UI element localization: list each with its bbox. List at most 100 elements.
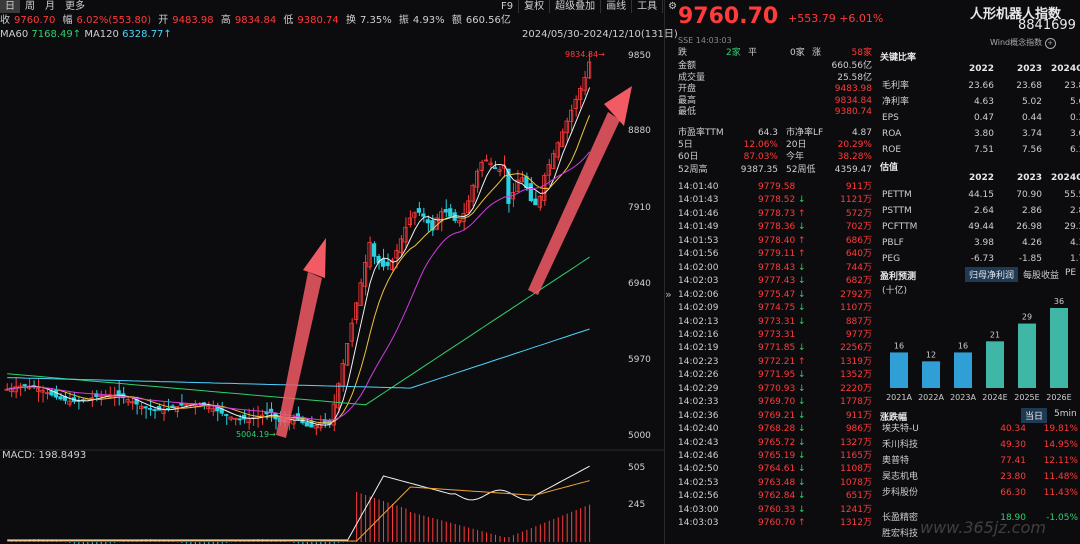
ma60-label: MA60: [0, 29, 29, 40]
stat-value: 9380.74: [834, 107, 872, 117]
row-value: 44.15: [968, 190, 994, 200]
candle-body: [466, 200, 471, 213]
up-count: 58家: [851, 48, 872, 58]
row-value: 5.67: [1069, 97, 1080, 107]
gainer-row[interactable]: 埃夫特-U 40.34 19.81%: [882, 422, 1080, 437]
tick-volume: 887万: [845, 316, 872, 327]
candle-body: [206, 406, 211, 410]
stock-pct: -1.05%: [1046, 513, 1078, 523]
tick-price: 9778.73: [758, 208, 796, 219]
table-header: 2022 2023 2024Q3: [882, 62, 1080, 77]
collapse-arrow-icon[interactable]: »: [665, 288, 672, 301]
tools-button[interactable]: 工具: [631, 0, 662, 13]
candle-body: [421, 213, 426, 217]
gainer-row[interactable]: 昊志机电 23.80 11.48%: [882, 470, 1080, 485]
tick-time: 14:01:40: [678, 182, 719, 192]
macd-axis-top: 505: [628, 463, 646, 473]
candle-body: [488, 162, 493, 166]
forecast-value-label: 12: [926, 350, 936, 359]
stat-row: 金额 660.56亿: [678, 61, 872, 72]
candle-body: [138, 405, 144, 410]
chart-toolbar: F9 复权 超级叠加 画线 工具 ⚙: [496, 0, 682, 13]
tick-price: 9773.31: [758, 329, 796, 340]
tick-volume: 1319万: [840, 356, 872, 367]
tick-arrow: ↓: [798, 410, 806, 421]
tick-volume: 1165万: [840, 451, 872, 461]
candle-body: [573, 98, 578, 109]
candle-body: [98, 395, 103, 397]
forecast-value-label: 29: [1022, 313, 1032, 322]
candle-body: [537, 195, 542, 208]
gainer-row[interactable]: 长盈精密 18.90 -1.05%: [882, 511, 1080, 526]
year-header: 2023: [1016, 173, 1042, 183]
overlay-button[interactable]: 超级叠加: [549, 0, 600, 13]
add-icon[interactable]: +: [1044, 38, 1056, 49]
tab-today[interactable]: 当日: [1021, 408, 1048, 423]
turnover-value: 7.35%: [359, 15, 392, 26]
row-value: 0.44: [1021, 113, 1042, 123]
tick-price: 9760.70: [758, 518, 796, 529]
candle-body: [13, 386, 18, 393]
gear-icon[interactable]: ⚙: [662, 0, 682, 13]
tick-time: 14:02:33: [678, 397, 719, 408]
stat-value: 25.58亿: [837, 72, 872, 83]
trend-arrow: [276, 272, 322, 438]
tick-price: 9764.61: [758, 464, 796, 475]
candle-body: [336, 383, 341, 409]
val-label: 5日: [678, 140, 693, 151]
table-header: 2022 2023 2024Q3: [882, 171, 1080, 186]
tab-eps[interactable]: 每股收益: [1023, 271, 1060, 281]
tab-week[interactable]: 周: [25, 1, 35, 12]
tick-arrow: ↓: [798, 383, 806, 394]
tick-volume: 686万: [845, 235, 872, 246]
candle-body: [416, 208, 421, 213]
tick-price: 9769.70: [758, 397, 796, 408]
candle-body: [448, 208, 453, 217]
tick-time: 14:01:46: [678, 208, 719, 219]
tab-month[interactable]: 月: [45, 1, 55, 12]
breadth-row: 跌 2家 平 0家 涨 58家: [678, 48, 872, 59]
tab-more[interactable]: 更多: [65, 1, 85, 12]
candle-body: [44, 392, 50, 395]
stock-pct: 11.43%: [1043, 488, 1078, 498]
row-value: 1.71: [1069, 254, 1080, 264]
tick-price: 9778.36: [758, 222, 796, 233]
kline-svg[interactable]: [0, 42, 664, 544]
low-label: 低: [283, 15, 294, 26]
candle-body: [273, 412, 278, 420]
stat-row: 开盘 9483.98: [678, 84, 872, 95]
year-header: 2023: [1016, 64, 1042, 74]
valuation-row: 5日 12.06% 20日 20.29%: [678, 140, 872, 151]
wind-tag[interactable]: Wind概念指数 +: [990, 37, 1056, 49]
low-value: 9380.74: [297, 15, 339, 26]
table-row: 毛利率 23.66 23.68 23.89: [882, 79, 1080, 94]
tab-day[interactable]: 日: [0, 0, 20, 13]
f9-button[interactable]: F9: [501, 1, 514, 12]
gainer-row[interactable]: 步科股份 66.30 11.43%: [882, 486, 1080, 501]
draw-button[interactable]: 画线: [600, 0, 631, 13]
gainer-row[interactable]: 禾川科技 49.30 14.95%: [882, 438, 1080, 453]
stock-price: 18.90: [1000, 513, 1026, 523]
candle-body: [49, 390, 54, 396]
stock-pct: 14.95%: [1043, 440, 1078, 450]
candle-body: [237, 418, 242, 421]
candle-body: [569, 109, 574, 122]
tab-5min[interactable]: 5min: [1054, 409, 1077, 419]
candle-body: [564, 120, 569, 134]
tick-row: 14:02:09 9774.75 ↓ 1107万: [678, 303, 872, 314]
kline-chart-panel[interactable]: [0, 0, 665, 544]
tick-time: 14:03:00: [678, 504, 719, 515]
val-label: 市净率LF: [786, 128, 824, 138]
candle-body: [457, 219, 462, 224]
tick-price: 9778.52: [758, 195, 796, 206]
tab-net-profit[interactable]: 归母净利润: [965, 267, 1019, 282]
gainer-row[interactable]: 胜宏科技: [882, 527, 1080, 542]
tab-pe[interactable]: PE: [1065, 268, 1077, 278]
tick-volume: 1778万: [840, 397, 872, 408]
candle-body: [380, 258, 386, 267]
row-label: ROA: [882, 129, 902, 139]
tick-volume: 977万: [845, 329, 872, 340]
adjust-button[interactable]: 复权: [518, 0, 549, 13]
gainer-row[interactable]: 奥普特 77.41 12.11%: [882, 454, 1080, 469]
stat-value: 9834.84: [834, 95, 872, 106]
